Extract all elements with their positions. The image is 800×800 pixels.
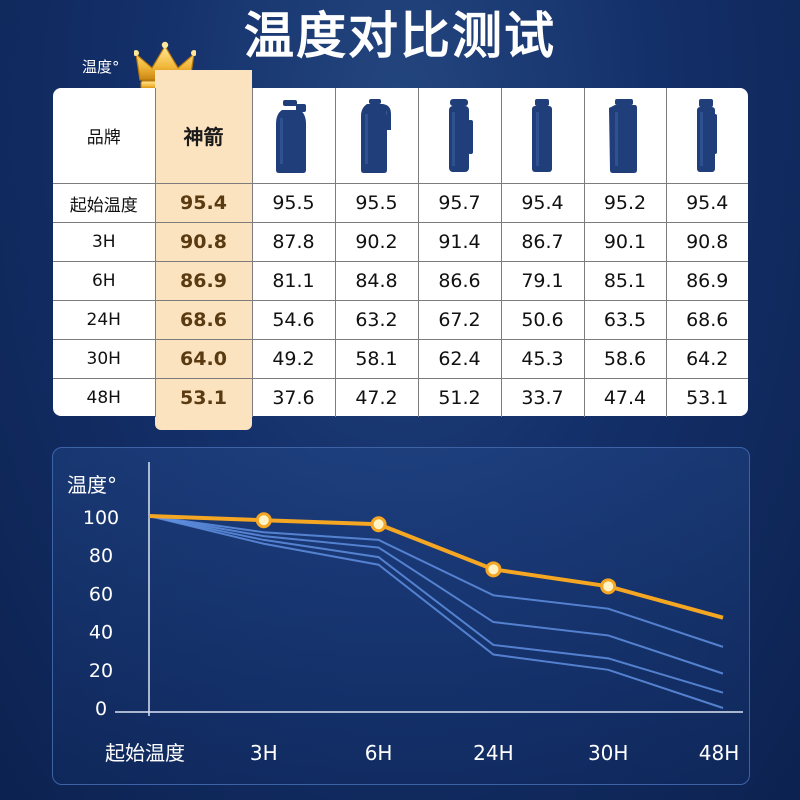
bottle-cell xyxy=(334,88,419,184)
table-cell: 95.7 xyxy=(417,183,502,223)
table-cell: 58.6 xyxy=(583,339,667,379)
thermos-bottle-icon xyxy=(448,98,473,172)
comparison-series-line xyxy=(148,515,724,709)
table-cell: 50.6 xyxy=(500,300,585,340)
y-tick-label: 100 xyxy=(83,507,119,529)
comparison-series-line xyxy=(148,515,724,648)
highlight-data-point xyxy=(255,512,272,529)
bottle-cell xyxy=(583,88,667,184)
table-cell: 37.6 xyxy=(251,378,336,417)
comparison-series-line xyxy=(148,515,724,675)
table-cell: 79.1 xyxy=(500,261,585,301)
table-cell: 49.2 xyxy=(251,339,336,379)
highlight-data-point xyxy=(600,578,617,595)
table-cell: 33.7 xyxy=(500,378,585,417)
table-cell: 58.1 xyxy=(334,339,419,379)
table-cell: 86.6 xyxy=(417,261,502,301)
page-title: 温度对比测试 xyxy=(244,7,556,65)
table-cell: 51.2 xyxy=(417,378,502,417)
row-label: 6H xyxy=(53,261,156,301)
thermos-bottle-icon xyxy=(275,99,306,173)
table-cell: 84.8 xyxy=(334,261,419,301)
table-cell: 47.4 xyxy=(583,378,667,417)
bottle-cell xyxy=(665,88,748,184)
temperature-line-chart: 温度° 0 20 40 60 80 100 起始温度 3H 6H 24H 30H 48H xyxy=(67,462,743,765)
y-tick-label: 60 xyxy=(89,583,113,605)
table-cell: 95.2 xyxy=(583,183,667,223)
table-row: 起始温度 95.4 95.5 95.5 95.7 95.4 95.2 95.4 xyxy=(53,183,748,223)
table-cell: 95.4 xyxy=(500,183,585,223)
table-cell: 90.8 xyxy=(665,222,748,262)
thermos-bottle-icon xyxy=(531,98,552,172)
highlight-cell: 64.0 xyxy=(154,339,253,379)
y-tick-label: 0 xyxy=(95,698,107,720)
table-cell: 62.4 xyxy=(417,339,502,379)
highlight-cell: 90.8 xyxy=(154,222,253,262)
x-tick-label: 3H xyxy=(250,741,278,765)
table-cell: 53.1 xyxy=(665,378,748,417)
highlight-cell: 95.4 xyxy=(154,183,253,223)
table-cell: 95.5 xyxy=(251,183,336,223)
highlight-cell: 68.6 xyxy=(154,300,253,340)
brand-header: 品牌 xyxy=(53,88,156,184)
row-label: 3H xyxy=(53,222,156,262)
table-row: 48H 53.1 37.6 47.2 51.2 33.7 47.4 53.1 xyxy=(53,378,748,417)
table-cell: 86.7 xyxy=(500,222,585,262)
table-row: 30H 64.0 49.2 58.1 62.4 45.3 58.6 64.2 xyxy=(53,339,748,379)
row-label: 48H xyxy=(53,378,156,417)
table-cell: 45.3 xyxy=(500,339,585,379)
table-cell: 91.4 xyxy=(417,222,502,262)
table-cell: 90.2 xyxy=(334,222,419,262)
table-cell: 86.9 xyxy=(665,261,748,301)
table-header-row: 品牌 神箭 xyxy=(53,88,748,184)
x-tick-label: 30H xyxy=(588,741,629,765)
highlight-data-point xyxy=(485,561,502,578)
x-tick-label: 48H xyxy=(699,741,740,765)
highlight-brand-header: 神箭 xyxy=(154,88,253,184)
table-cell: 95.5 xyxy=(334,183,419,223)
table-row: 6H 86.9 81.1 84.8 86.6 79.1 85.1 86.9 xyxy=(53,261,748,301)
table-cell: 63.5 xyxy=(583,300,667,340)
highlight-cell: 53.1 xyxy=(154,378,253,417)
thermos-bottle-icon xyxy=(609,98,637,173)
row-label: 30H xyxy=(53,339,156,379)
table-cell: 95.4 xyxy=(665,183,748,223)
x-tick-label: 起始温度 xyxy=(105,741,185,765)
table-cell: 64.2 xyxy=(665,339,748,379)
highlight-series-line xyxy=(148,514,724,620)
table-cell: 54.6 xyxy=(251,300,336,340)
temperature-unit-label: 温度° xyxy=(82,58,120,76)
table-cell: 63.2 xyxy=(334,300,419,340)
table-cell: 87.8 xyxy=(251,222,336,262)
bottle-cell xyxy=(500,88,585,184)
y-tick-label: 40 xyxy=(89,622,113,644)
y-tick-label: 80 xyxy=(89,545,113,567)
thermos-bottle-icon xyxy=(360,98,391,173)
y-axis-label: 温度° xyxy=(67,473,117,497)
bottle-cell xyxy=(251,88,336,184)
bottle-cell xyxy=(417,88,502,184)
comparison-series-line xyxy=(148,515,724,694)
thermos-bottle-icon xyxy=(697,98,718,172)
x-tick-label: 24H xyxy=(473,741,514,765)
line-chart-card: 温度° 0 20 40 60 80 100 起始温度 3H 6H 24H 30H 48H xyxy=(52,447,750,785)
highlight-data-point xyxy=(370,516,387,533)
table-cell: 90.1 xyxy=(583,222,667,262)
table-cell: 47.2 xyxy=(334,378,419,417)
y-tick-label: 20 xyxy=(89,660,113,682)
highlight-cell: 86.9 xyxy=(154,261,253,301)
row-label: 24H xyxy=(53,300,156,340)
table-cell: 81.1 xyxy=(251,261,336,301)
comparison-table: 品牌 神箭 起始温度 95.4 95.5 95.5 95.7 95.4 95.2… xyxy=(53,88,748,417)
table-cell: 67.2 xyxy=(417,300,502,340)
table-row: 24H 68.6 54.6 63.2 67.2 50.6 63.5 68.6 xyxy=(53,300,748,340)
row-label: 起始温度 xyxy=(53,183,156,223)
x-tick-label: 6H xyxy=(365,741,393,765)
table-cell: 68.6 xyxy=(665,300,748,340)
table-cell: 85.1 xyxy=(583,261,667,301)
table-row: 3H 90.8 87.8 90.2 91.4 86.7 90.1 90.8 xyxy=(53,222,748,262)
